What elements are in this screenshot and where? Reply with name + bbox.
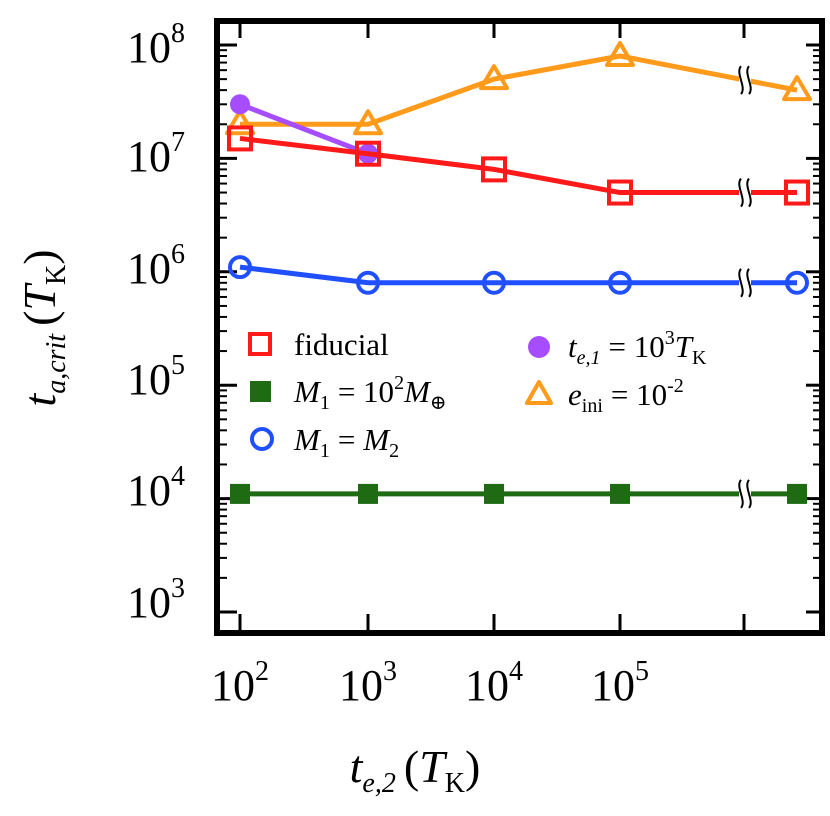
data-point bbox=[230, 483, 250, 504]
axis-break-squiggle bbox=[738, 65, 744, 95]
legend-marker-square-open-icon bbox=[248, 332, 272, 356]
legend-label-mass: M1 = 102M⊕ bbox=[293, 372, 447, 414]
data-point bbox=[479, 64, 509, 91]
axis-break-squiggle bbox=[738, 177, 744, 208]
data-point bbox=[607, 179, 633, 206]
y-tick-label: 107 bbox=[127, 127, 185, 181]
data-point bbox=[225, 109, 255, 136]
legend-marker-square-filled-icon bbox=[250, 381, 271, 402]
series-line bbox=[239, 135, 797, 196]
data-point bbox=[484, 483, 504, 504]
series-1 bbox=[230, 483, 807, 504]
data-point bbox=[610, 483, 630, 504]
x-tick-label: 104 bbox=[465, 656, 523, 710]
data-point bbox=[230, 94, 250, 115]
legend-label-equal-mass: M1 = M2 bbox=[293, 422, 399, 462]
x-tick-label: 102 bbox=[211, 656, 269, 710]
y-tick-labels: 108 107 106 105 104 103 bbox=[127, 18, 185, 627]
data-point bbox=[787, 483, 807, 504]
y-tick-label: 104 bbox=[127, 461, 185, 515]
legend-item-equal-mass: M1 = M2 bbox=[250, 422, 399, 462]
plot-frame bbox=[214, 18, 825, 636]
data-point bbox=[481, 156, 507, 183]
axis-break-squiggle bbox=[738, 268, 744, 298]
data-point bbox=[228, 255, 252, 280]
axis-break-squiggle bbox=[746, 268, 752, 298]
legend-item-mass: M1 = 102M⊕ bbox=[250, 372, 447, 414]
legend-marker-circle-filled-icon bbox=[528, 336, 550, 358]
axis-break-squiggle bbox=[746, 65, 752, 95]
data-point bbox=[356, 270, 380, 295]
axis-break-squiggle bbox=[738, 479, 744, 509]
data-point bbox=[785, 270, 809, 295]
legend-label-eini: eini = 10-2 bbox=[568, 375, 684, 417]
axis-ticks bbox=[217, 21, 822, 633]
data-point bbox=[355, 140, 381, 167]
series-0 bbox=[227, 125, 810, 206]
series-line bbox=[239, 101, 369, 157]
data-point bbox=[605, 40, 635, 67]
x-tick-label: 105 bbox=[591, 656, 649, 710]
data-point bbox=[608, 270, 632, 295]
x-tick-label: 103 bbox=[339, 656, 397, 710]
axis-break-marks bbox=[738, 65, 752, 509]
y-tick-label: 103 bbox=[127, 573, 185, 627]
y-axis-label: ta,crit(TK) bbox=[14, 249, 72, 406]
data-point bbox=[782, 75, 812, 102]
data-point bbox=[227, 125, 253, 152]
legend-item-te1: te,1 = 103TK bbox=[528, 327, 707, 369]
data-point bbox=[353, 109, 383, 136]
series-2 bbox=[228, 255, 809, 295]
series-layer bbox=[225, 40, 812, 504]
axis-break-squiggle bbox=[746, 177, 752, 208]
legend-label-te1: te,1 = 103TK bbox=[568, 327, 707, 369]
y-tick-label: 106 bbox=[127, 239, 185, 293]
legend-label-fiducial: fiducial bbox=[294, 327, 389, 362]
legend-item-eini: eini = 10-2 bbox=[525, 375, 684, 417]
legend-item-fiducial: fiducial bbox=[248, 327, 389, 362]
legend: fiducial M1 = 102M⊕ M1 = M2 te,1 = 103TK ein… bbox=[248, 327, 707, 462]
axis-break-squiggle bbox=[746, 479, 752, 509]
series-4 bbox=[225, 40, 812, 136]
x-axis-label: te,2 (TK) bbox=[350, 741, 481, 799]
y-tick-label: 108 bbox=[127, 18, 185, 72]
legend-marker-triangle-open-icon bbox=[525, 380, 553, 405]
series-line bbox=[239, 264, 797, 286]
series-line bbox=[240, 53, 798, 127]
data-point bbox=[358, 483, 378, 504]
data-point bbox=[784, 179, 810, 206]
x-tick-labels: 102 103 104 105 bbox=[211, 656, 649, 710]
y-tick-label: 105 bbox=[127, 350, 185, 404]
legend-marker-circle-open-icon bbox=[250, 427, 274, 451]
data-point bbox=[482, 270, 506, 295]
